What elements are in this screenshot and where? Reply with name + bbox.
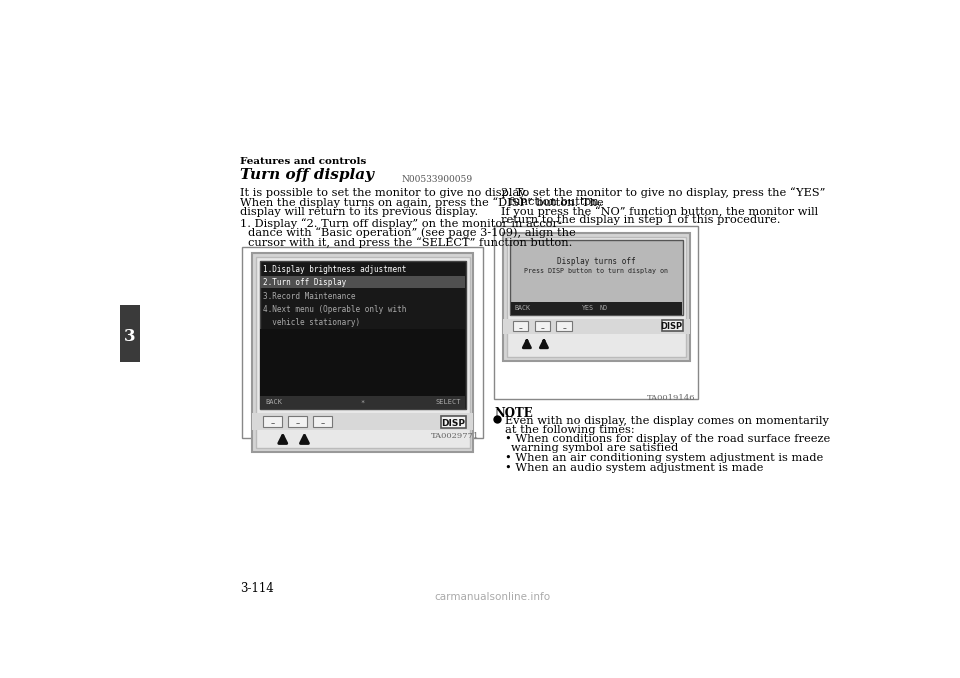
Text: YES: YES bbox=[582, 305, 594, 311]
Bar bbox=[252, 253, 473, 452]
Text: –: – bbox=[518, 324, 522, 333]
Text: N00533900059: N00533900059 bbox=[401, 174, 472, 184]
Text: –: – bbox=[563, 324, 566, 333]
Text: –: – bbox=[320, 420, 324, 428]
Text: –: – bbox=[271, 420, 275, 428]
Bar bbox=[441, 416, 466, 428]
Bar bbox=[511, 302, 682, 315]
Text: *: * bbox=[360, 399, 365, 405]
Text: return to the display in step 1 of this procedure.: return to the display in step 1 of this … bbox=[501, 216, 780, 225]
Text: dance with “Basic operation” (see page 3-109), align the: dance with “Basic operation” (see page 3… bbox=[248, 228, 576, 239]
Bar bbox=[260, 276, 465, 289]
Text: cursor with it, and press the “SELECT” function button.: cursor with it, and press the “SELECT” f… bbox=[248, 237, 572, 247]
Text: Turn off display: Turn off display bbox=[240, 167, 374, 182]
Text: 3: 3 bbox=[124, 327, 136, 344]
Bar bbox=[313, 416, 331, 427]
Text: When the display turns on again, press the “DISP” button. The: When the display turns on again, press t… bbox=[240, 197, 604, 208]
Bar bbox=[243, 247, 483, 438]
Text: vehicle stationary): vehicle stationary) bbox=[263, 318, 361, 327]
Bar bbox=[260, 396, 465, 409]
Text: Even with no display, the display comes on momentarily: Even with no display, the display comes … bbox=[505, 416, 829, 426]
Text: • When an audio system adjustment is made: • When an audio system adjustment is mad… bbox=[505, 463, 763, 473]
Text: It is possible to set the monitor to give no display.: It is possible to set the monitor to giv… bbox=[240, 188, 528, 197]
Text: Press DISP button to turn display on: Press DISP button to turn display on bbox=[524, 268, 668, 274]
Bar bbox=[260, 329, 465, 396]
Text: 1. Display “2. Turn off display” on the monitor in accor-: 1. Display “2. Turn off display” on the … bbox=[240, 218, 562, 229]
Bar bbox=[535, 321, 550, 331]
Text: BACK: BACK bbox=[266, 399, 282, 405]
Text: 1.Display brightness adjustment: 1.Display brightness adjustment bbox=[263, 265, 407, 275]
Text: 3.Record Maintenance: 3.Record Maintenance bbox=[263, 292, 356, 300]
Text: SELECT: SELECT bbox=[436, 399, 461, 405]
Bar bbox=[494, 226, 698, 399]
Bar bbox=[263, 416, 282, 427]
Text: 4.Next menu (Operable only with: 4.Next menu (Operable only with bbox=[263, 304, 407, 314]
Text: 3-114: 3-114 bbox=[240, 582, 274, 595]
Bar bbox=[255, 257, 469, 448]
Text: TA0019146: TA0019146 bbox=[646, 394, 695, 402]
Text: DISP: DISP bbox=[442, 418, 466, 428]
Bar bbox=[120, 304, 140, 363]
Bar bbox=[259, 261, 466, 410]
Text: at the following times:: at the following times: bbox=[505, 425, 635, 435]
Bar bbox=[288, 416, 307, 427]
Bar bbox=[661, 320, 683, 331]
Text: display will return to its previous display.: display will return to its previous disp… bbox=[240, 207, 478, 217]
Text: 2. To set the monitor to give no display, press the “YES”: 2. To set the monitor to give no display… bbox=[501, 188, 826, 199]
Bar bbox=[507, 237, 685, 357]
Text: NOTE: NOTE bbox=[494, 407, 533, 420]
Text: carmanualsonline.info: carmanualsonline.info bbox=[434, 592, 550, 602]
Text: Features and controls: Features and controls bbox=[240, 157, 367, 166]
Text: 2.Turn off Display: 2.Turn off Display bbox=[263, 279, 347, 287]
Text: DISP: DISP bbox=[660, 322, 683, 332]
Text: NO: NO bbox=[600, 305, 608, 311]
Text: • When conditions for display of the road surface freeze: • When conditions for display of the roa… bbox=[505, 434, 830, 444]
Bar bbox=[503, 233, 689, 361]
Text: Display turns off: Display turns off bbox=[557, 257, 636, 266]
Bar bbox=[557, 321, 572, 331]
Text: function button.: function button. bbox=[509, 197, 603, 207]
Text: If you press the “NO” function button, the monitor will: If you press the “NO” function button, t… bbox=[501, 206, 819, 217]
Text: BACK: BACK bbox=[515, 305, 531, 311]
Bar bbox=[252, 413, 473, 430]
Text: –: – bbox=[296, 420, 300, 428]
Text: • When an air conditioning system adjustment is made: • When an air conditioning system adjust… bbox=[505, 454, 824, 463]
Bar bbox=[503, 319, 689, 334]
Bar bbox=[513, 321, 528, 331]
Text: warning symbol are satisfied: warning symbol are satisfied bbox=[512, 443, 679, 454]
Bar bbox=[510, 240, 683, 315]
Text: –: – bbox=[540, 324, 544, 333]
Text: TA0029771: TA0029771 bbox=[431, 433, 480, 441]
